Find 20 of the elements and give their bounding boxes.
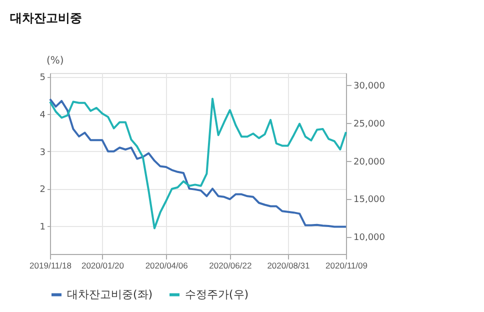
y2-tick-label: 30,000	[354, 82, 386, 92]
y2-tick-label: 20,000	[354, 157, 386, 168]
x-tick-label: 2020/08/31	[267, 260, 310, 270]
x-tick-label: 2020/01/20	[81, 260, 124, 270]
x-tick-label: 2020/04/06	[145, 260, 188, 270]
chart-title: 대차잔고비중	[10, 11, 82, 25]
x-tick-label: 2019/11/18	[30, 260, 72, 270]
y-axis-title: (%)	[46, 56, 64, 66]
y2-tick-label: 15,000	[354, 195, 386, 206]
legend-label: 대차잔고비중(좌)	[67, 288, 153, 301]
y2-tick-label: 25,000	[354, 119, 386, 130]
x-tick-label: 2020/11/09	[326, 260, 368, 270]
y-tick-label: 5	[40, 73, 46, 84]
y-tick-label: 1	[40, 222, 46, 233]
y-tick-label: 4	[40, 110, 46, 121]
y-tick-label: 2	[40, 185, 46, 196]
y2-tick-label: 10,000	[354, 233, 386, 244]
y-tick-label: 3	[40, 148, 46, 158]
legend-label: 수정주가(우)	[185, 288, 249, 301]
x-tick-label: 2020/06/22	[209, 260, 252, 270]
